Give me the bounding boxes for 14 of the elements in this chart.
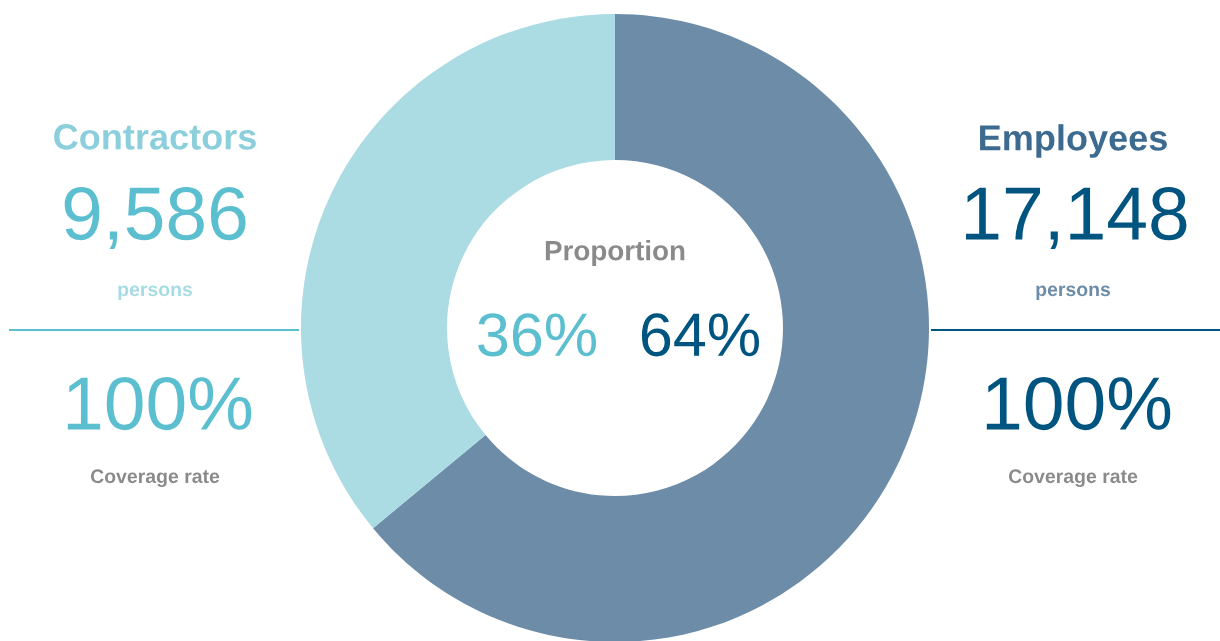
text: persons [118,285,193,301]
text: Coverage rate [90,469,220,488]
data-label: 36% [478,313,596,357]
text: 9,586 [64,187,246,249]
text: 100% [67,377,252,431]
slice-label: Employees [980,124,1167,158]
slice-label: Contractors [54,124,256,150]
data-label: 64% [641,313,759,357]
text: 17,148 [966,187,1187,249]
text: 100% [986,377,1171,431]
text: persons [1036,285,1111,301]
donut-slice [373,14,929,641]
text: Coverage rate [1008,469,1138,488]
text: Proportion [545,240,685,266]
